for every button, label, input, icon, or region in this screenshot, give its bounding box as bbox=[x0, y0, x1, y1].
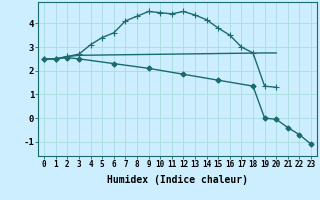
X-axis label: Humidex (Indice chaleur): Humidex (Indice chaleur) bbox=[107, 175, 248, 185]
